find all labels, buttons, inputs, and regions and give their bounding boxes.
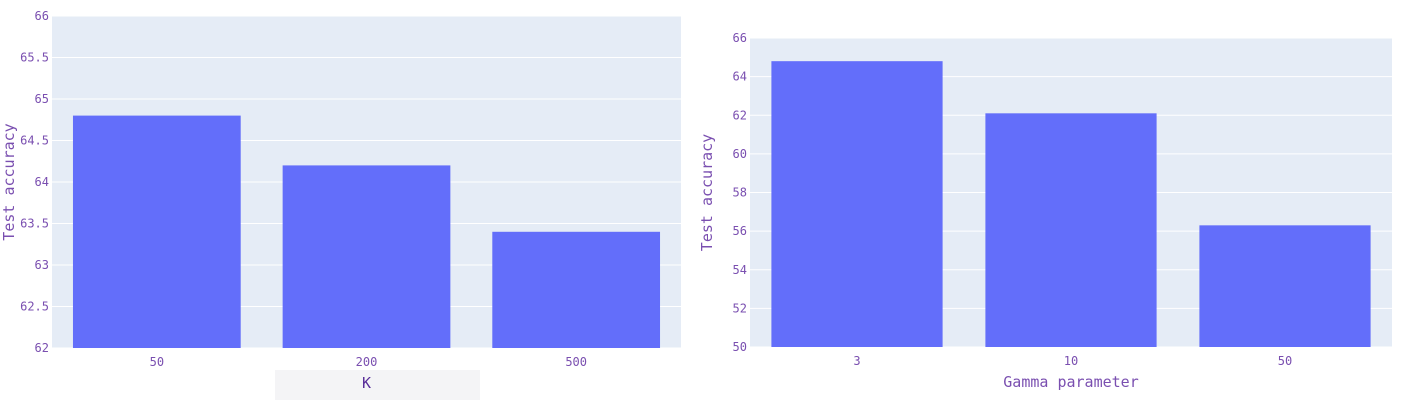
y-tick-label: 54 xyxy=(733,263,747,277)
y-tick-label: 62.5 xyxy=(20,300,49,314)
x-tick-label: 50 xyxy=(1278,354,1292,368)
x-tick-label: 50 xyxy=(150,355,164,369)
y-axis-title: Test accuracy xyxy=(700,134,716,251)
y-axis-title: Test accuracy xyxy=(0,123,18,240)
bar-50 xyxy=(1199,225,1371,347)
y-tick-label: 58 xyxy=(733,186,747,200)
y-tick-label: 66 xyxy=(35,9,49,23)
x-tick-label: 3 xyxy=(853,354,860,368)
x-tick-labels: 50 200 500 xyxy=(150,355,587,369)
x-axis-title: K xyxy=(362,374,371,392)
y-tick-label: 65 xyxy=(35,92,49,106)
bars xyxy=(72,115,661,348)
bar-10 xyxy=(985,113,1157,347)
y-tick-label: 65.5 xyxy=(20,51,49,65)
y-tick-labels: 62 62.5 63 63.5 64 64.5 65 65.5 66 xyxy=(20,9,49,355)
x-axis-title: Gamma parameter xyxy=(1003,373,1138,391)
bars xyxy=(771,61,1371,348)
x-axis-title-backdrop xyxy=(275,370,480,400)
bar-500 xyxy=(492,231,661,348)
y-tick-label: 52 xyxy=(733,301,747,315)
chart-k-svg: 62 62.5 63 63.5 64 64.5 65 65.5 66 50 200 500 Test… xyxy=(0,9,681,400)
y-tick-label: 60 xyxy=(733,147,747,161)
y-tick-label: 62 xyxy=(35,341,49,355)
y-tick-label: 64 xyxy=(733,70,747,84)
bar-200 xyxy=(282,165,451,348)
y-tick-label: 56 xyxy=(733,224,747,238)
y-tick-label: 62 xyxy=(733,108,747,122)
y-tick-labels: 50 52 54 56 58 60 62 64 66 xyxy=(733,31,747,354)
x-tick-labels: 3 10 50 xyxy=(853,354,1292,368)
y-tick-label: 63 xyxy=(35,258,49,272)
chart-k: 62 62.5 63 63.5 64 64.5 65 65.5 66 50 200 500 Test… xyxy=(0,0,700,413)
bar-3 xyxy=(771,61,943,348)
y-tick-label: 64.5 xyxy=(20,134,49,148)
chart-gamma-svg: 50 52 54 56 58 60 62 64 66 3 10 50 Test accuracy G… xyxy=(700,31,1392,391)
y-tick-label: 50 xyxy=(733,340,747,354)
bar-50 xyxy=(72,115,241,348)
x-tick-label: 200 xyxy=(356,355,378,369)
x-tick-label: 500 xyxy=(565,355,587,369)
y-tick-label: 63.5 xyxy=(20,217,49,231)
y-tick-label: 64 xyxy=(35,175,49,189)
x-tick-label: 10 xyxy=(1064,354,1078,368)
y-tick-label: 66 xyxy=(733,31,747,45)
chart-gamma: 50 52 54 56 58 60 62 64 66 3 10 50 Test accuracy G… xyxy=(700,0,1420,413)
